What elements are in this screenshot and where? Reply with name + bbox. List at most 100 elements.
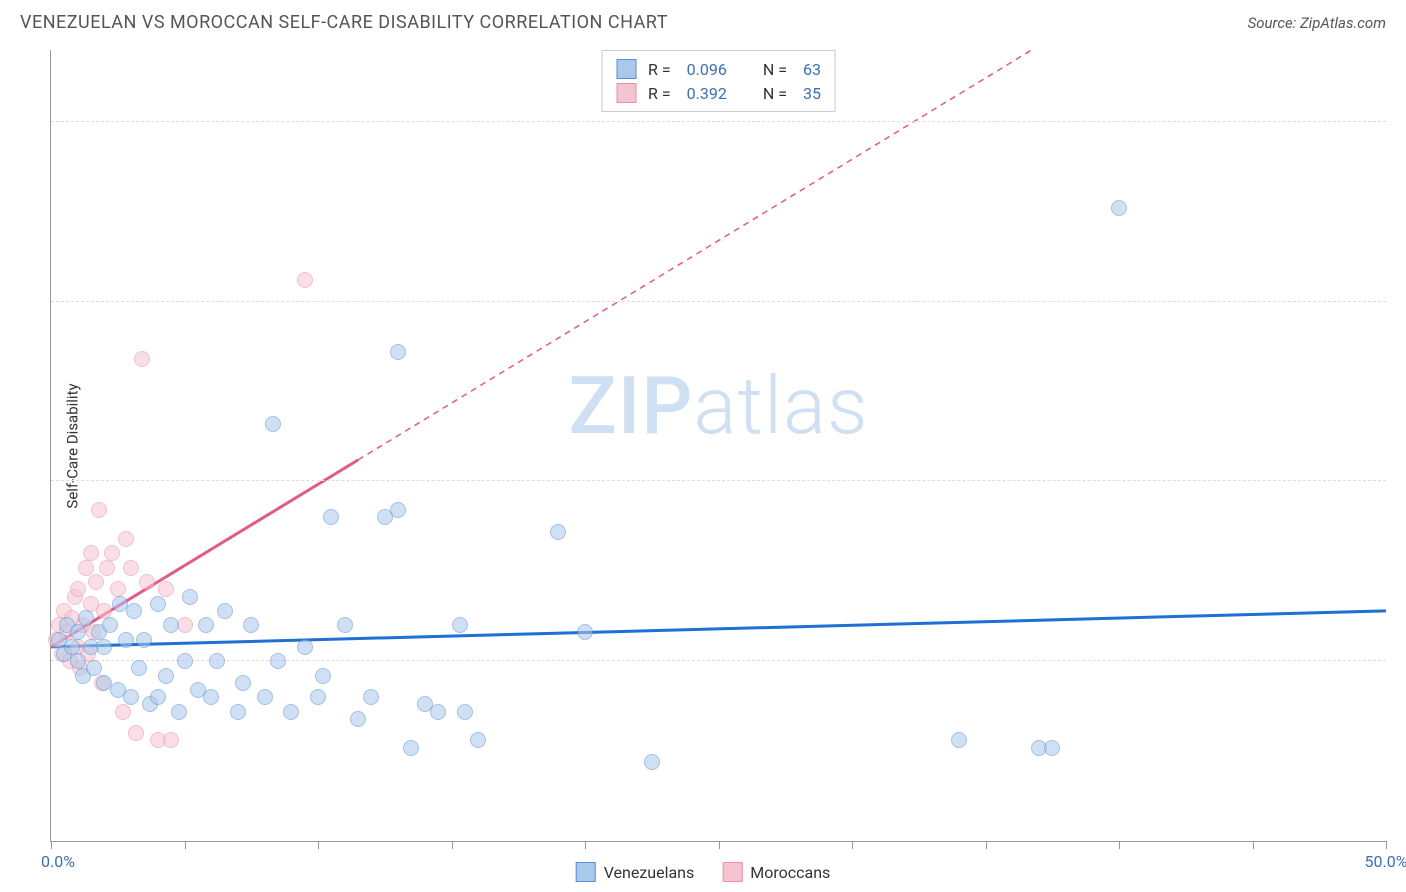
- data-point-venezuelans: [452, 617, 468, 633]
- data-point-moroccans: [297, 272, 313, 288]
- data-point-venezuelans: [182, 589, 198, 605]
- data-point-venezuelans: [457, 704, 473, 720]
- x-tick: [51, 841, 52, 849]
- trend-line-moroccans: [358, 50, 1386, 460]
- data-point-venezuelans: [235, 675, 251, 691]
- n-label: N =: [763, 60, 787, 79]
- watermark-bold: ZIP: [569, 359, 694, 453]
- series-legend: Venezuelans Moroccans: [576, 862, 831, 882]
- x-tick-label: 50.0%: [1365, 852, 1406, 871]
- data-point-venezuelans: [158, 668, 174, 684]
- correlation-legend-row: R =0.392N =35: [616, 81, 821, 105]
- trend-lines-layer: [51, 50, 1386, 841]
- data-point-moroccans: [139, 574, 155, 590]
- data-point-venezuelans: [150, 596, 166, 612]
- data-point-venezuelans: [550, 524, 566, 540]
- x-tick-label: 0.0%: [41, 852, 75, 871]
- r-label: R =: [648, 60, 671, 79]
- data-point-moroccans: [104, 545, 120, 561]
- legend-swatch: [616, 59, 636, 79]
- gridline: [51, 121, 1386, 122]
- data-point-venezuelans: [203, 689, 219, 705]
- watermark: ZIPatlas: [569, 359, 869, 453]
- data-point-venezuelans: [403, 740, 419, 756]
- series-label: Venezuelans: [604, 863, 695, 882]
- x-tick: [852, 841, 853, 849]
- data-point-moroccans: [128, 725, 144, 741]
- data-point-venezuelans: [243, 617, 259, 633]
- data-point-venezuelans: [270, 653, 286, 669]
- data-point-venezuelans: [171, 704, 187, 720]
- y-tick-label: 5.0%: [1396, 472, 1406, 491]
- x-tick: [318, 841, 319, 849]
- x-tick: [452, 841, 453, 849]
- data-point-venezuelans: [1111, 200, 1127, 216]
- gridline: [51, 301, 1386, 302]
- series-legend-item: Moroccans: [722, 862, 830, 882]
- data-point-venezuelans: [131, 660, 147, 676]
- source-attribution: Source: ZipAtlas.com: [1248, 14, 1386, 32]
- x-tick: [1119, 841, 1120, 849]
- data-point-venezuelans: [363, 689, 379, 705]
- data-point-venezuelans: [102, 617, 118, 633]
- data-point-venezuelans: [283, 704, 299, 720]
- data-point-venezuelans: [577, 624, 593, 640]
- data-point-venezuelans: [951, 732, 967, 748]
- data-point-venezuelans: [297, 639, 313, 655]
- data-point-venezuelans: [337, 617, 353, 633]
- data-point-venezuelans: [644, 754, 660, 770]
- data-point-venezuelans: [430, 704, 446, 720]
- data-point-venezuelans: [177, 653, 193, 669]
- series-label: Moroccans: [750, 863, 830, 882]
- n-value: 63: [803, 60, 821, 79]
- legend-swatch: [616, 83, 636, 103]
- y-tick-label: 7.5%: [1396, 292, 1406, 311]
- n-value: 35: [803, 84, 821, 103]
- r-label: R =: [648, 84, 671, 103]
- data-point-venezuelans: [390, 502, 406, 518]
- data-point-moroccans: [78, 560, 94, 576]
- data-point-venezuelans: [198, 617, 214, 633]
- data-point-venezuelans: [78, 610, 94, 626]
- scatter-chart: ZIPatlas R =0.096N =63R =0.392N =35 2.5%…: [50, 50, 1386, 842]
- watermark-light: atlas: [693, 359, 868, 453]
- y-tick-label: 10.0%: [1396, 112, 1406, 131]
- data-point-venezuelans: [136, 632, 152, 648]
- x-tick: [1253, 841, 1254, 849]
- data-point-venezuelans: [265, 416, 281, 432]
- data-point-venezuelans: [123, 689, 139, 705]
- data-point-venezuelans: [257, 689, 273, 705]
- data-point-venezuelans: [118, 632, 134, 648]
- r-value: 0.096: [687, 60, 727, 79]
- data-point-moroccans: [70, 581, 86, 597]
- correlation-legend-row: R = 0.096 N = 63: [616, 57, 821, 81]
- data-point-venezuelans: [310, 689, 326, 705]
- x-tick: [185, 841, 186, 849]
- gridline: [51, 660, 1386, 661]
- x-tick: [719, 841, 720, 849]
- data-point-venezuelans: [163, 617, 179, 633]
- data-point-venezuelans: [230, 704, 246, 720]
- r-value: 0.392: [687, 84, 727, 103]
- data-point-venezuelans: [323, 509, 339, 525]
- legend-swatch: [722, 862, 742, 882]
- data-point-venezuelans: [315, 668, 331, 684]
- data-point-venezuelans: [350, 711, 366, 727]
- legend-swatch: [576, 862, 596, 882]
- data-point-moroccans: [158, 581, 174, 597]
- x-tick: [585, 841, 586, 849]
- y-tick-label: 2.5%: [1396, 652, 1406, 671]
- data-point-venezuelans: [1044, 740, 1060, 756]
- chart-title: VENEZUELAN VS MOROCCAN SELF-CARE DISABIL…: [20, 12, 668, 33]
- data-point-venezuelans: [390, 344, 406, 360]
- data-point-venezuelans: [209, 653, 225, 669]
- data-point-moroccans: [88, 574, 104, 590]
- data-point-venezuelans: [470, 732, 486, 748]
- data-point-venezuelans: [70, 624, 86, 640]
- gridline: [51, 480, 1386, 481]
- data-point-moroccans: [134, 351, 150, 367]
- data-point-moroccans: [163, 732, 179, 748]
- data-point-venezuelans: [150, 689, 166, 705]
- data-point-venezuelans: [96, 639, 112, 655]
- data-point-venezuelans: [86, 660, 102, 676]
